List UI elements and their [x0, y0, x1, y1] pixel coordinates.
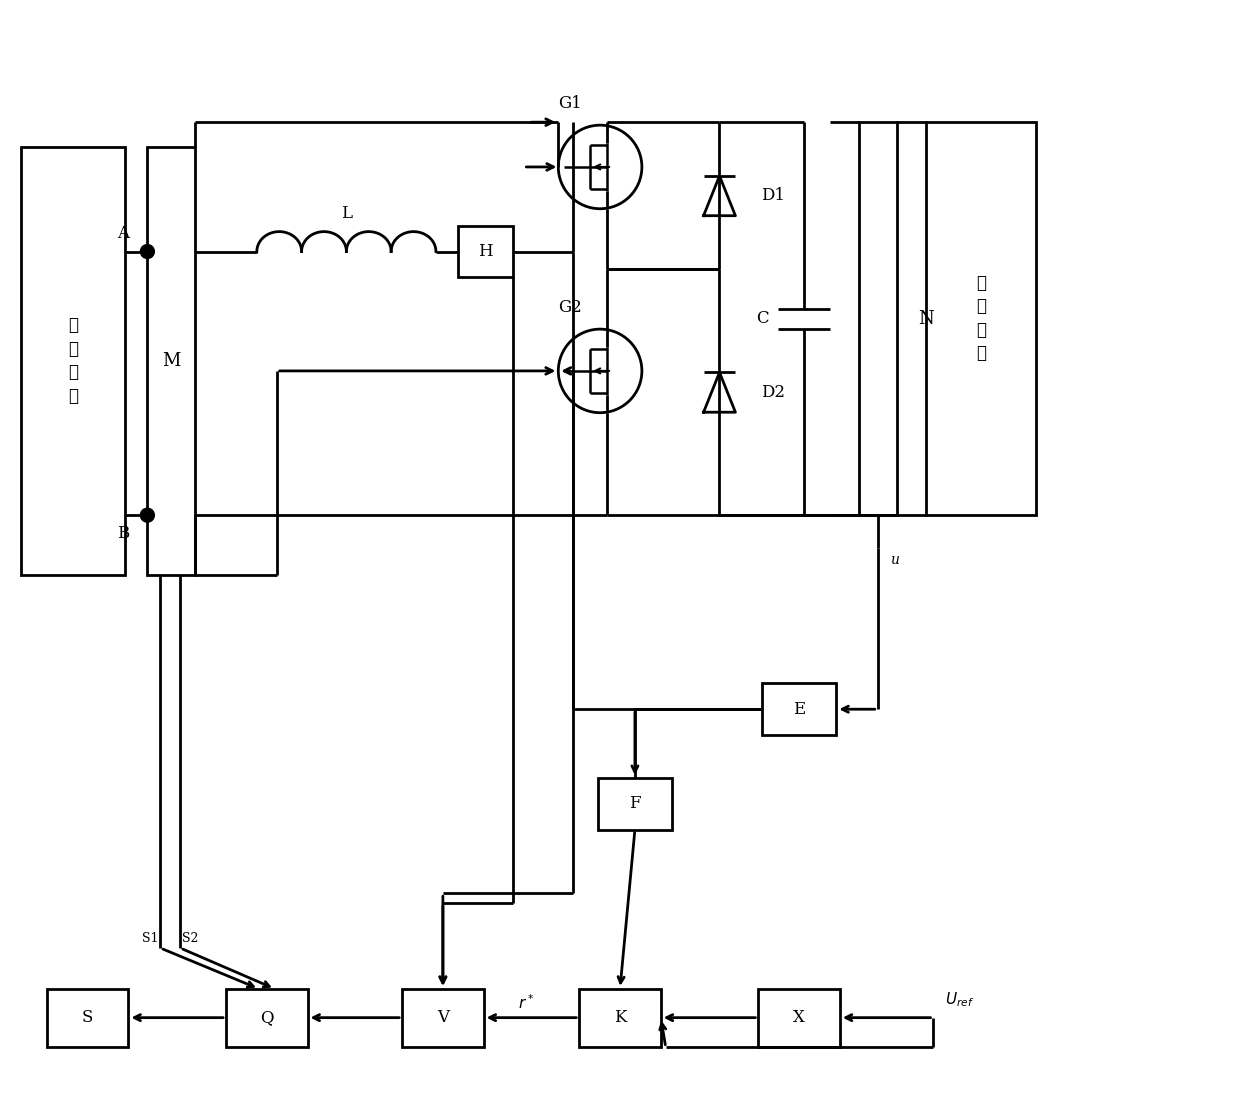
Bar: [47, 989, 129, 1046]
Bar: [147, 147, 196, 575]
Text: $r^*$: $r^*$: [518, 993, 534, 1012]
Text: K: K: [613, 1009, 626, 1027]
Text: V: V: [437, 1009, 449, 1027]
Bar: [859, 123, 897, 515]
Circle shape: [140, 244, 155, 259]
Text: S: S: [82, 1009, 93, 1027]
Text: B: B: [118, 525, 130, 541]
Text: C: C: [756, 311, 768, 327]
Text: A: A: [118, 225, 130, 242]
Text: L: L: [341, 206, 352, 222]
Bar: [21, 147, 125, 575]
Text: u: u: [890, 552, 898, 567]
Bar: [758, 989, 840, 1046]
Text: S2: S2: [182, 932, 198, 945]
Text: 直
流
母
线: 直 流 母 线: [976, 275, 986, 362]
Text: Q: Q: [260, 1009, 274, 1027]
Bar: [762, 683, 836, 735]
Bar: [458, 225, 513, 277]
Text: D1: D1: [761, 188, 786, 204]
Text: D2: D2: [761, 383, 786, 401]
Text: 储
能
单
元: 储 能 单 元: [68, 317, 78, 404]
Bar: [597, 778, 673, 830]
Text: E: E: [793, 701, 805, 718]
Bar: [403, 989, 483, 1046]
Text: G2: G2: [559, 298, 582, 316]
Text: M: M: [162, 352, 181, 370]
Text: X: X: [793, 1009, 805, 1027]
Circle shape: [140, 508, 155, 523]
Text: S1: S1: [141, 932, 159, 945]
Text: N: N: [918, 309, 934, 328]
Bar: [579, 989, 660, 1046]
Bar: [225, 989, 307, 1046]
Bar: [927, 123, 1036, 515]
Text: H: H: [478, 243, 493, 260]
Text: F: F: [629, 796, 641, 812]
Text: G1: G1: [559, 95, 582, 112]
Text: $U_{ref}$: $U_{ref}$: [945, 990, 975, 1009]
